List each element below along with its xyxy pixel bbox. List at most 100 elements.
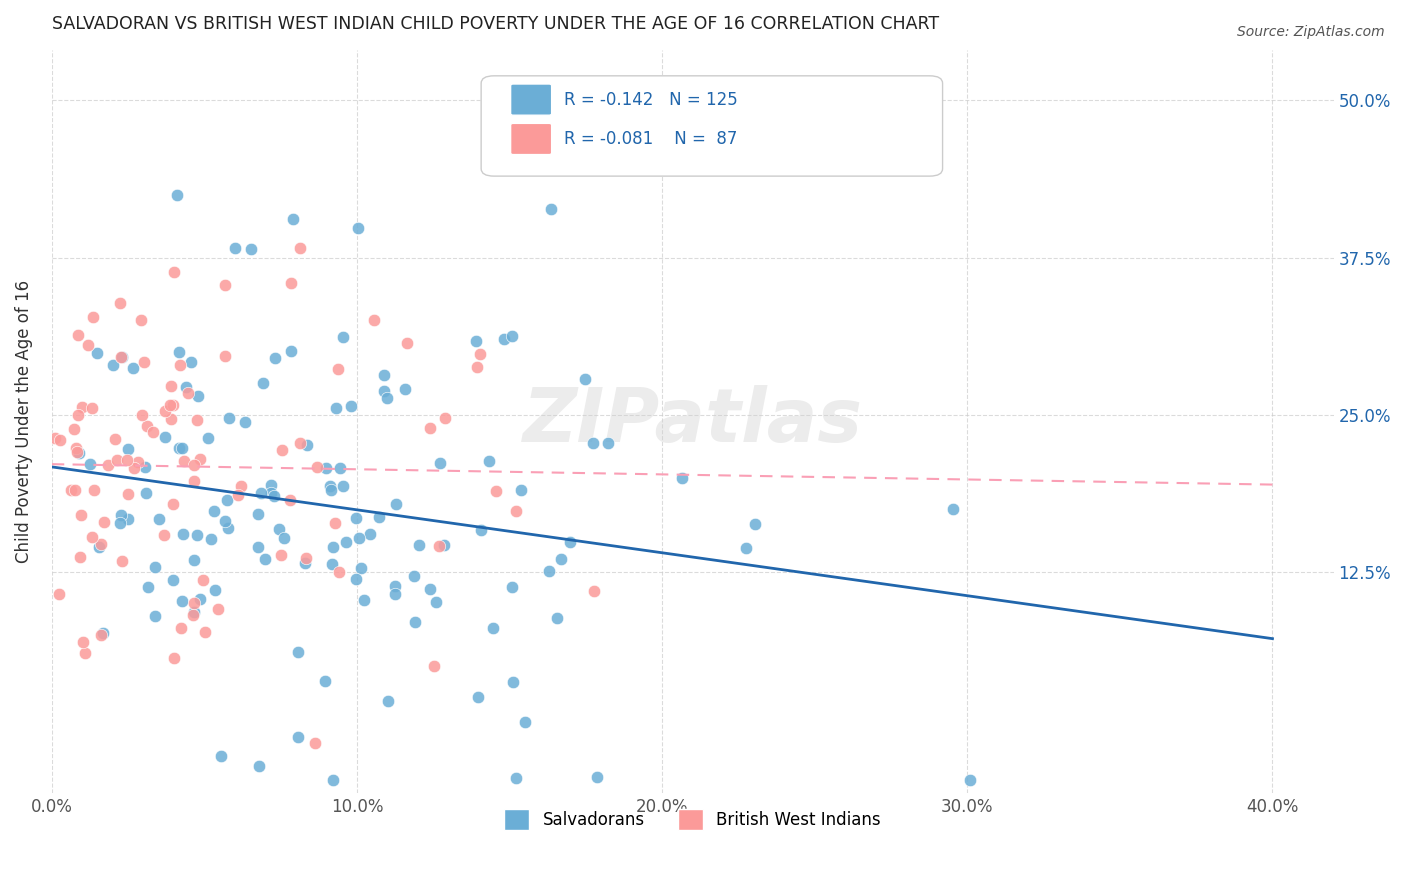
British West Indians (162, 398, 184, 412)
British West Indians (278, 493, 301, 508)
Salvadorans (322, 540, 344, 554)
Salvadorans (344, 511, 367, 525)
British West Indians (214, 277, 236, 292)
Salvadorans (217, 521, 239, 535)
British West Indians (214, 349, 236, 363)
Salvadorans (425, 595, 447, 609)
Salvadorans (204, 582, 226, 597)
British West Indians (136, 419, 159, 434)
British West Indians (163, 265, 186, 279)
Salvadorans (110, 508, 132, 522)
Salvadorans (111, 350, 134, 364)
Salvadorans (91, 625, 114, 640)
Salvadorans (582, 436, 605, 450)
Salvadorans (155, 430, 177, 444)
Salvadorans (405, 615, 427, 630)
Salvadorans (340, 399, 363, 413)
British West Indians (271, 443, 294, 458)
British West Indians (160, 412, 183, 426)
British West Indians (163, 651, 186, 665)
British West Indians (582, 583, 605, 598)
Salvadorans (180, 354, 202, 368)
Salvadorans (478, 453, 501, 467)
British West Indians (127, 455, 149, 469)
Salvadorans (377, 693, 399, 707)
FancyBboxPatch shape (510, 84, 551, 115)
Salvadorans (143, 559, 166, 574)
Salvadorans (167, 442, 190, 456)
Salvadorans (79, 457, 101, 471)
British West Indians (169, 621, 191, 635)
British West Indians (183, 458, 205, 472)
Salvadorans (384, 587, 406, 601)
British West Indians (73, 646, 96, 660)
Salvadorans (294, 557, 316, 571)
British West Indians (66, 327, 89, 342)
Salvadorans (172, 526, 194, 541)
Salvadorans (214, 514, 236, 528)
Salvadorans (560, 534, 582, 549)
Salvadorans (744, 516, 766, 531)
Salvadorans (319, 483, 342, 497)
Salvadorans (335, 535, 357, 549)
British West Indians (90, 628, 112, 642)
British West Indians (48, 587, 70, 601)
British West Indians (111, 554, 134, 568)
British West Indians (485, 483, 508, 498)
Salvadorans (183, 606, 205, 620)
British West Indians (153, 528, 176, 542)
Salvadorans (167, 344, 190, 359)
Salvadorans (273, 531, 295, 545)
British West Indians (305, 459, 328, 474)
British West Indians (419, 420, 441, 434)
British West Indians (177, 386, 200, 401)
British West Indians (288, 436, 311, 450)
British West Indians (505, 504, 527, 518)
British West Indians (433, 410, 456, 425)
Salvadorans (585, 771, 607, 785)
British West Indians (80, 401, 103, 415)
Salvadorans (260, 486, 283, 500)
Salvadorans (540, 202, 562, 217)
British West Indians (304, 736, 326, 750)
British West Indians (134, 355, 156, 369)
Salvadorans (218, 411, 240, 425)
Salvadorans (224, 241, 246, 255)
Salvadorans (353, 593, 375, 607)
Salvadorans (246, 508, 269, 522)
Salvadorans (394, 382, 416, 396)
British West Indians (104, 432, 127, 446)
British West Indians (207, 602, 229, 616)
Salvadorans (174, 380, 197, 394)
Salvadorans (254, 552, 277, 566)
Salvadorans (252, 376, 274, 390)
British West Indians (83, 483, 105, 497)
British West Indians (328, 566, 350, 580)
Text: Source: ZipAtlas.com: Source: ZipAtlas.com (1237, 25, 1385, 39)
Y-axis label: Child Poverty Under the Age of 16: Child Poverty Under the Age of 16 (15, 280, 32, 563)
British West Indians (97, 458, 120, 472)
British West Indians (231, 479, 253, 493)
British West Indians (115, 453, 138, 467)
Salvadorans (432, 539, 454, 553)
British West Indians (160, 379, 183, 393)
British West Indians (70, 400, 93, 414)
Salvadorans (235, 416, 257, 430)
Salvadorans (247, 540, 270, 554)
British West Indians (228, 488, 250, 502)
British West Indians (90, 537, 112, 551)
Salvadorans (671, 471, 693, 485)
Salvadorans (373, 384, 395, 398)
British West Indians (270, 548, 292, 562)
Salvadorans (350, 561, 373, 575)
British West Indians (280, 277, 302, 291)
Salvadorans (375, 391, 398, 405)
Salvadorans (384, 579, 406, 593)
Salvadorans (170, 441, 193, 455)
British West Indians (290, 241, 312, 255)
British West Indians (72, 635, 94, 649)
British West Indians (169, 358, 191, 372)
British West Indians (66, 408, 89, 422)
Salvadorans (550, 552, 572, 566)
Salvadorans (322, 773, 344, 788)
